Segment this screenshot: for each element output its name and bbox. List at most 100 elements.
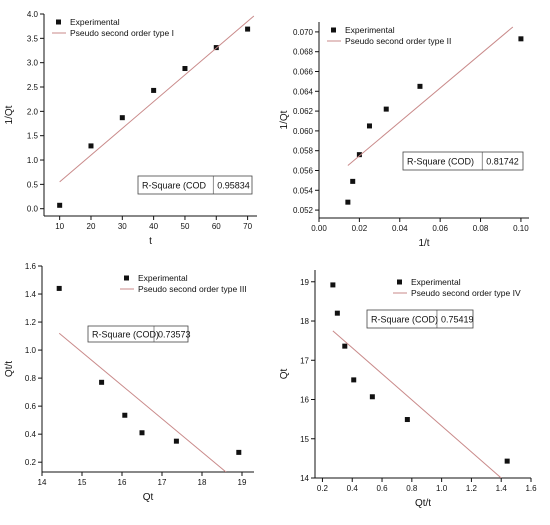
data-point bbox=[366, 123, 372, 129]
data-point bbox=[330, 282, 336, 288]
fit-line bbox=[59, 15, 255, 183]
y-tick-label: 0.060 bbox=[293, 127, 314, 136]
r-square-box bbox=[137, 175, 253, 195]
y-tick-label: 0.8 bbox=[25, 374, 37, 383]
x-tick-label: 1.0 bbox=[436, 484, 448, 493]
data-point bbox=[245, 26, 251, 32]
y-tick-label: 0.070 bbox=[293, 28, 314, 37]
x-tick-label: 15 bbox=[78, 478, 87, 487]
y-tick-label: 4.0 bbox=[27, 10, 39, 19]
y-tick-label: 0.062 bbox=[293, 107, 314, 116]
x-tick-label: 20 bbox=[87, 222, 96, 231]
data-point bbox=[345, 199, 351, 205]
fit-line bbox=[332, 330, 502, 478]
x-tick-label: 17 bbox=[158, 478, 167, 487]
y-tick-label: 0.5 bbox=[27, 180, 39, 189]
legend-label-fit: Pseudo second order type III bbox=[138, 284, 247, 294]
legend-label-experimental: Experimental bbox=[70, 17, 120, 27]
x-tick-label: 40 bbox=[149, 222, 158, 231]
data-point bbox=[404, 417, 410, 423]
x-tick-label: 50 bbox=[181, 222, 190, 231]
legend-marker-experimental bbox=[124, 275, 129, 281]
legend-label-experimental: Experimental bbox=[138, 273, 188, 283]
y-tick-label: 1.0 bbox=[25, 346, 37, 355]
x-axis-title: Qt/t bbox=[415, 498, 431, 509]
fit-line bbox=[347, 26, 514, 166]
y-tick-label: 0.6 bbox=[25, 402, 37, 411]
y-tick-label: 2.0 bbox=[27, 107, 39, 116]
data-point bbox=[383, 106, 389, 112]
chart-panel-type-iii: 14 15 16 17 18 19 0.2 0.4 0.6 0.8 1.0 1.2 1.4 1.6 Qt Qt… bbox=[0, 262, 275, 524]
r-square-value: 0.75419 bbox=[441, 315, 474, 325]
y-tick-label: 19 bbox=[300, 278, 309, 287]
x-tick-label: 0.02 bbox=[352, 224, 368, 233]
legend-label-fit: Pseudo second order type II bbox=[345, 36, 451, 46]
x-tick-label: 1.4 bbox=[496, 484, 508, 493]
r-square-value: 0.81742 bbox=[486, 157, 519, 167]
data-point bbox=[417, 83, 423, 89]
x-tick-label: 0.4 bbox=[347, 484, 359, 493]
x-tick-label: 0.10 bbox=[513, 224, 529, 233]
y-axis-title: Qt/t bbox=[4, 361, 15, 377]
y-tick-label: 1.5 bbox=[27, 132, 39, 141]
chart-type-iv: 0.2 0.4 0.6 0.8 1.0 1.2 1.4 1.6 14 15 16 17 18 19 Qt/t… bbox=[279, 270, 537, 509]
x-tick-label: 1.6 bbox=[525, 484, 537, 493]
r-square-value: 0.73573 bbox=[158, 330, 191, 340]
x-tick-label: 10 bbox=[55, 222, 64, 231]
chart-panel-type-i: 10 20 30 40 50 60 70 0.0 0.5 1.0 1.5 2.0 2.5 3.0 3.5 4.… bbox=[0, 0, 275, 262]
y-tick-label: 0.066 bbox=[293, 67, 314, 76]
y-tick-label: 0.056 bbox=[293, 166, 314, 175]
legend-label-fit: Pseudo second order type IV bbox=[411, 288, 521, 298]
chart-type-ii: 0.00 0.02 0.04 0.06 0.08 0.10 0.052 0.054 0.056 0… bbox=[279, 22, 529, 249]
r-square-value: 0.95834 bbox=[217, 181, 250, 191]
y-tick-label: 0.0 bbox=[27, 205, 39, 214]
x-tick-label: 16 bbox=[118, 478, 127, 487]
y-axis-title: 1/Qt bbox=[279, 110, 290, 129]
y-tick-label: 0.068 bbox=[293, 48, 314, 57]
legend-marker-experimental bbox=[331, 27, 336, 33]
y-tick-label: 1.0 bbox=[27, 156, 39, 165]
x-tick-label: 30 bbox=[118, 222, 127, 231]
y-tick-label: 17 bbox=[300, 356, 309, 365]
x-tick-label: 0.08 bbox=[473, 224, 489, 233]
chart-panel-type-iv: 0.2 0.4 0.6 0.8 1.0 1.2 1.4 1.6 14 15 16 17 18 19 Qt/t… bbox=[275, 262, 550, 524]
data-point bbox=[119, 115, 125, 121]
data-point bbox=[356, 152, 362, 158]
chart-type-iii: 14 15 16 17 18 19 0.2 0.4 0.6 0.8 1.0 1.2 1.4 1.6 Qt Qt… bbox=[4, 262, 254, 503]
data-point bbox=[350, 178, 356, 184]
y-tick-label: 0.058 bbox=[293, 147, 314, 156]
y-tick-label: 1.4 bbox=[25, 290, 37, 299]
data-point bbox=[56, 285, 62, 291]
r-square-box bbox=[366, 309, 474, 329]
x-tick-label: 18 bbox=[198, 478, 207, 487]
data-point bbox=[99, 379, 105, 385]
y-tick-label: 3.5 bbox=[27, 34, 39, 43]
x-axis-title: Qt bbox=[143, 492, 154, 503]
data-point bbox=[57, 202, 63, 208]
data-point bbox=[88, 143, 94, 149]
data-point bbox=[518, 36, 524, 42]
y-tick-label: 2.5 bbox=[27, 83, 39, 92]
r-square-label: R-Square (COD) bbox=[407, 157, 474, 167]
x-tick-label: 14 bbox=[38, 478, 47, 487]
x-tick-label: 0.2 bbox=[317, 484, 329, 493]
x-tick-label: 60 bbox=[212, 222, 221, 231]
y-tick-label: 0.052 bbox=[293, 206, 314, 215]
r-square-label: R-Square (COD) bbox=[371, 315, 438, 325]
x-axis-title: t bbox=[149, 236, 152, 247]
x-tick-label: 70 bbox=[243, 222, 252, 231]
data-point bbox=[122, 412, 128, 418]
data-point bbox=[173, 438, 179, 444]
data-point bbox=[351, 377, 357, 383]
y-tick-label: 1.6 bbox=[25, 262, 37, 271]
data-point bbox=[151, 87, 157, 93]
data-point bbox=[236, 449, 242, 455]
data-point bbox=[369, 394, 375, 400]
y-tick-label: 14 bbox=[300, 474, 309, 483]
r-square-box bbox=[402, 151, 524, 171]
legend-marker-experimental bbox=[56, 19, 61, 25]
data-point bbox=[334, 310, 340, 316]
data-point bbox=[139, 430, 145, 436]
data-point bbox=[504, 458, 510, 464]
